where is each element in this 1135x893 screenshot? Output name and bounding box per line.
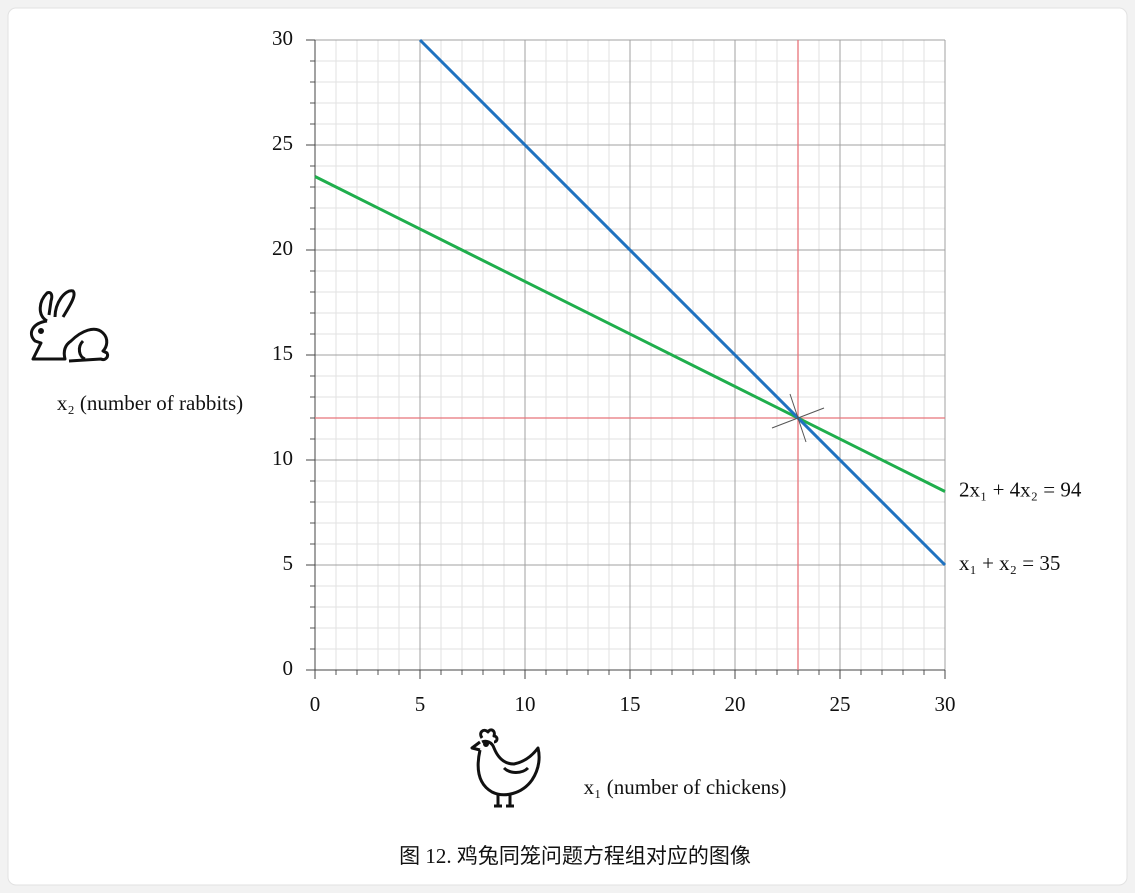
caption: 图 12. 鸡兔同笼问题方程组对应的图像: [399, 844, 751, 868]
y-tick-label: 10: [272, 446, 293, 470]
series-line: [418, 38, 947, 567]
x-tick-label: 25: [830, 692, 851, 716]
x-tick-label: 15: [620, 692, 641, 716]
marks: 2x₁ + 4x₂ = 94 x₁ + x₂ = 35: [314, 38, 1082, 670]
x-tick-label: 30: [935, 692, 956, 716]
x-tick-label: 0: [310, 692, 321, 716]
intersection-marker: [789, 393, 807, 443]
series-line: [314, 175, 946, 493]
y-tick-label: 15: [272, 341, 293, 365]
chicken-icon: [470, 728, 541, 808]
y-tick-label: 0: [283, 656, 294, 680]
y-tick-label: 20: [272, 236, 293, 260]
grid: 0 5 10 15 20 25 30 0 5 10 15 20 25 30: [272, 26, 956, 716]
series-label: x₁ + x₂ = 35: [959, 551, 1060, 575]
y-tick-label: 5: [283, 551, 294, 575]
x-tick-label: 20: [725, 692, 746, 716]
x-axis-label: x₁ (number of chickens): [584, 775, 787, 799]
x-tick-label: 5: [415, 692, 426, 716]
y-tick-label: 30: [272, 26, 293, 50]
x-tick-label: 10: [515, 692, 536, 716]
series-label: 2x₁ + 4x₂ = 94: [959, 477, 1082, 501]
rabbit-icon: [30, 289, 109, 363]
y-tick-label: 25: [272, 131, 293, 155]
y-axis-label: x₂ (number of rabbits): [57, 391, 243, 415]
